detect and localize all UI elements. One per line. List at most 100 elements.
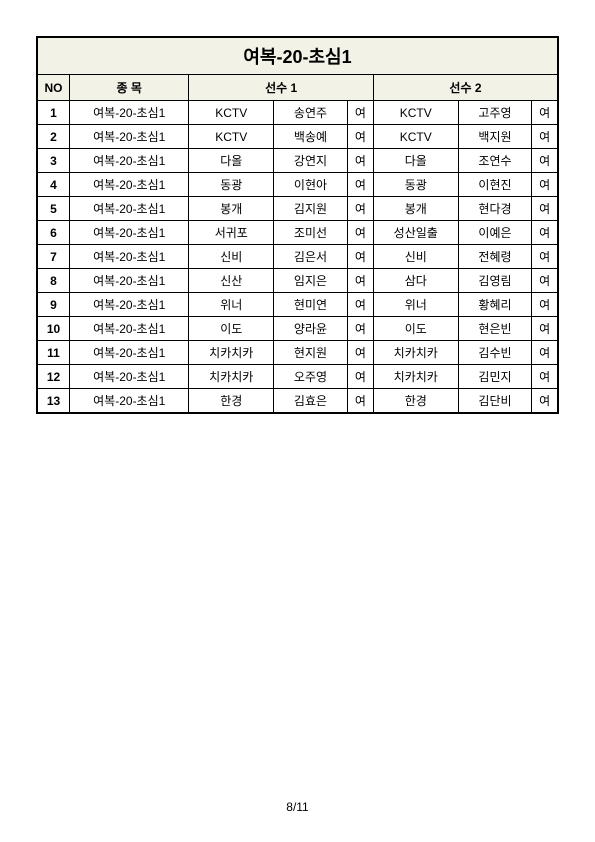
cell-p2-gender: 여 bbox=[532, 269, 558, 293]
cell-p2-gender: 여 bbox=[532, 245, 558, 269]
cell-p1-name: 김은서 bbox=[274, 245, 348, 269]
cell-event: 여복-20-초심1 bbox=[70, 269, 189, 293]
cell-p1-name: 임지은 bbox=[274, 269, 348, 293]
cell-no: 12 bbox=[37, 365, 70, 389]
cell-p2-name: 백지원 bbox=[458, 125, 532, 149]
cell-p1-team: 서귀포 bbox=[189, 221, 274, 245]
cell-event: 여복-20-초심1 bbox=[70, 173, 189, 197]
cell-event: 여복-20-초심1 bbox=[70, 389, 189, 414]
table-row: 13여복-20-초심1한경김효은여한경김단비여 bbox=[37, 389, 558, 414]
cell-p2-team: 신비 bbox=[373, 245, 458, 269]
cell-p1-name: 조미선 bbox=[274, 221, 348, 245]
cell-no: 5 bbox=[37, 197, 70, 221]
cell-p1-team: 봉개 bbox=[189, 197, 274, 221]
col-header-player1: 선수 1 bbox=[189, 75, 374, 101]
cell-p2-team: 치카치카 bbox=[373, 365, 458, 389]
table-body: 1여복-20-초심1KCTV송연주여KCTV고주영여2여복-20-초심1KCTV… bbox=[37, 101, 558, 414]
cell-p2-gender: 여 bbox=[532, 197, 558, 221]
cell-no: 3 bbox=[37, 149, 70, 173]
table-row: 8여복-20-초심1신산임지은여삼다김영림여 bbox=[37, 269, 558, 293]
cell-p1-name: 백송예 bbox=[274, 125, 348, 149]
cell-no: 10 bbox=[37, 317, 70, 341]
cell-p2-team: 성산일출 bbox=[373, 221, 458, 245]
table-row: 3여복-20-초심1다올강연지여다올조연수여 bbox=[37, 149, 558, 173]
cell-p2-team: KCTV bbox=[373, 101, 458, 125]
cell-p2-gender: 여 bbox=[532, 389, 558, 414]
table-row: 2여복-20-초심1KCTV백송예여KCTV백지원여 bbox=[37, 125, 558, 149]
cell-no: 13 bbox=[37, 389, 70, 414]
cell-p2-name: 고주영 bbox=[458, 101, 532, 125]
cell-event: 여복-20-초심1 bbox=[70, 293, 189, 317]
cell-no: 1 bbox=[37, 101, 70, 125]
cell-p2-name: 김민지 bbox=[458, 365, 532, 389]
cell-p2-gender: 여 bbox=[532, 101, 558, 125]
cell-p2-name: 현다경 bbox=[458, 197, 532, 221]
cell-p2-name: 김단비 bbox=[458, 389, 532, 414]
cell-no: 9 bbox=[37, 293, 70, 317]
cell-p2-team: 다올 bbox=[373, 149, 458, 173]
cell-no: 4 bbox=[37, 173, 70, 197]
cell-event: 여복-20-초심1 bbox=[70, 149, 189, 173]
page-footer: 8/11 bbox=[0, 800, 595, 814]
cell-p1-gender: 여 bbox=[347, 389, 373, 414]
cell-event: 여복-20-초심1 bbox=[70, 101, 189, 125]
col-header-player2: 선수 2 bbox=[373, 75, 558, 101]
cell-event: 여복-20-초심1 bbox=[70, 197, 189, 221]
cell-p1-gender: 여 bbox=[347, 173, 373, 197]
cell-p2-team: KCTV bbox=[373, 125, 458, 149]
cell-p1-gender: 여 bbox=[347, 245, 373, 269]
table-row: 5여복-20-초심1봉개김지원여봉개현다경여 bbox=[37, 197, 558, 221]
cell-p2-team: 한경 bbox=[373, 389, 458, 414]
cell-p1-name: 양라윤 bbox=[274, 317, 348, 341]
cell-p1-team: 신비 bbox=[189, 245, 274, 269]
table-row: 4여복-20-초심1동광이현아여동광이현진여 bbox=[37, 173, 558, 197]
cell-p1-gender: 여 bbox=[347, 149, 373, 173]
cell-p2-team: 삼다 bbox=[373, 269, 458, 293]
cell-p2-gender: 여 bbox=[532, 341, 558, 365]
cell-p1-name: 현지원 bbox=[274, 341, 348, 365]
cell-p1-name: 김효은 bbox=[274, 389, 348, 414]
cell-p2-name: 황혜리 bbox=[458, 293, 532, 317]
col-header-event: 종 목 bbox=[70, 75, 189, 101]
cell-p1-team: 다올 bbox=[189, 149, 274, 173]
cell-event: 여복-20-초심1 bbox=[70, 317, 189, 341]
table-row: 10여복-20-초심1이도양라윤여이도현은빈여 bbox=[37, 317, 558, 341]
table-title: 여복-20-초심1 bbox=[37, 37, 558, 75]
cell-p2-team: 치카치카 bbox=[373, 341, 458, 365]
cell-p2-gender: 여 bbox=[532, 293, 558, 317]
cell-p1-name: 송연주 bbox=[274, 101, 348, 125]
cell-p2-gender: 여 bbox=[532, 317, 558, 341]
cell-no: 7 bbox=[37, 245, 70, 269]
cell-p2-name: 현은빈 bbox=[458, 317, 532, 341]
cell-p1-gender: 여 bbox=[347, 341, 373, 365]
table-row: 7여복-20-초심1신비김은서여신비전혜령여 bbox=[37, 245, 558, 269]
table-row: 6여복-20-초심1서귀포조미선여성산일출이예은여 bbox=[37, 221, 558, 245]
cell-p1-team: KCTV bbox=[189, 125, 274, 149]
cell-no: 8 bbox=[37, 269, 70, 293]
cell-p1-name: 이현아 bbox=[274, 173, 348, 197]
cell-p2-gender: 여 bbox=[532, 149, 558, 173]
cell-p1-team: 한경 bbox=[189, 389, 274, 414]
cell-p2-team: 이도 bbox=[373, 317, 458, 341]
cell-event: 여복-20-초심1 bbox=[70, 341, 189, 365]
cell-event: 여복-20-초심1 bbox=[70, 245, 189, 269]
cell-no: 11 bbox=[37, 341, 70, 365]
cell-p2-name: 이예은 bbox=[458, 221, 532, 245]
cell-p2-name: 김수빈 bbox=[458, 341, 532, 365]
cell-p1-gender: 여 bbox=[347, 293, 373, 317]
cell-p1-gender: 여 bbox=[347, 221, 373, 245]
cell-p1-name: 현미연 bbox=[274, 293, 348, 317]
cell-p2-team: 위너 bbox=[373, 293, 458, 317]
cell-event: 여복-20-초심1 bbox=[70, 221, 189, 245]
cell-p1-team: 치카치카 bbox=[189, 341, 274, 365]
cell-p1-gender: 여 bbox=[347, 317, 373, 341]
cell-p1-team: 신산 bbox=[189, 269, 274, 293]
cell-p2-name: 김영림 bbox=[458, 269, 532, 293]
cell-p2-team: 동광 bbox=[373, 173, 458, 197]
cell-p1-team: 동광 bbox=[189, 173, 274, 197]
table-row: 9여복-20-초심1위너현미연여위너황혜리여 bbox=[37, 293, 558, 317]
cell-p2-gender: 여 bbox=[532, 173, 558, 197]
cell-p1-team: KCTV bbox=[189, 101, 274, 125]
cell-event: 여복-20-초심1 bbox=[70, 365, 189, 389]
cell-p1-name: 김지원 bbox=[274, 197, 348, 221]
